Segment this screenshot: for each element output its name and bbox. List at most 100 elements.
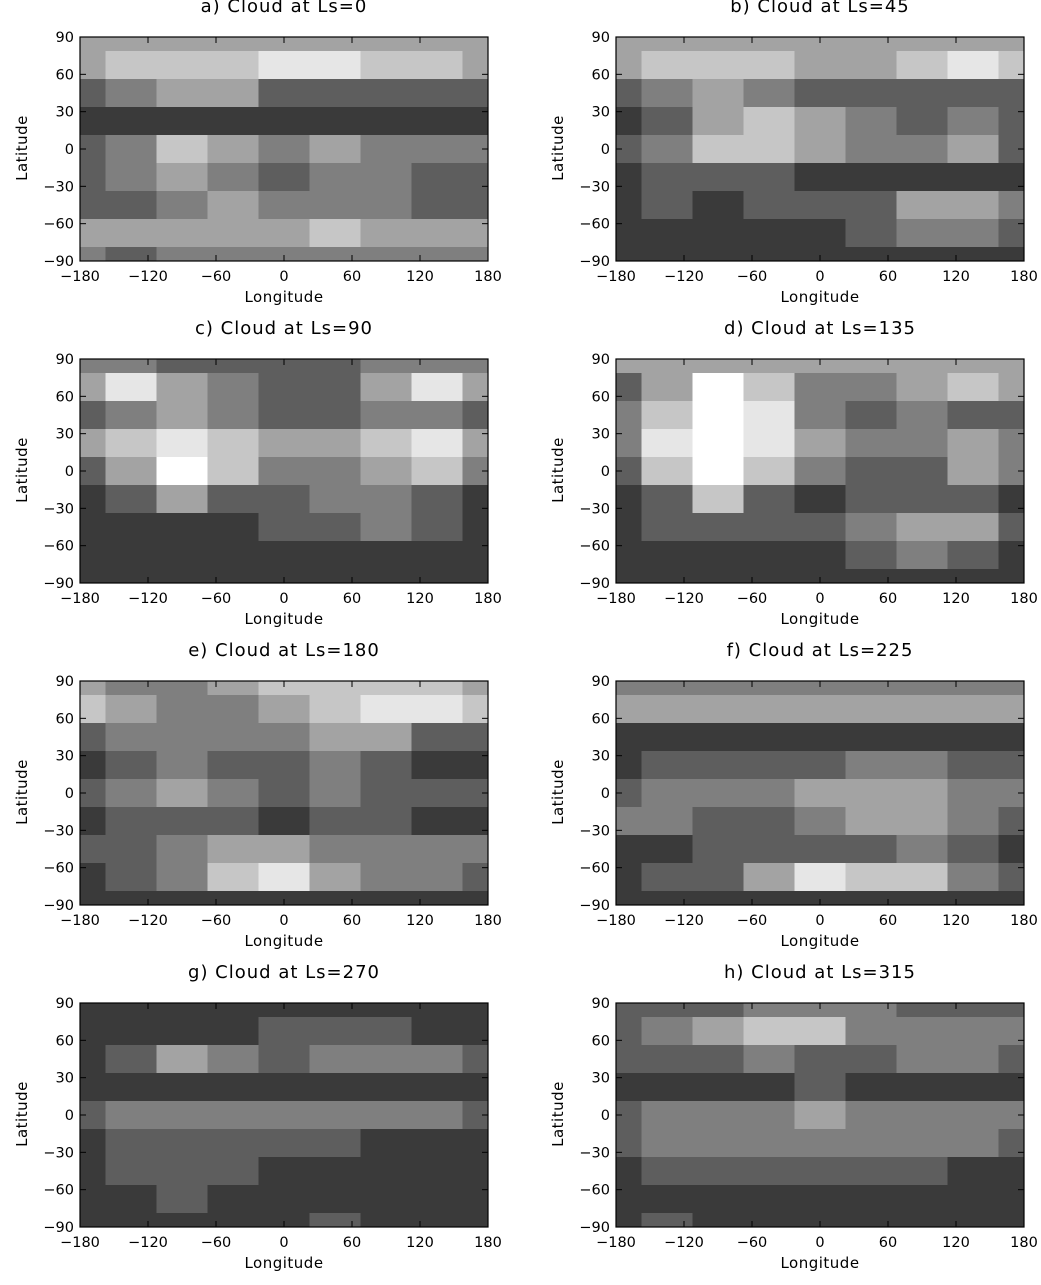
x-tick-label: 0: [279, 913, 288, 929]
heatmap-cell: [360, 541, 412, 570]
heatmap-cell: [80, 163, 106, 192]
heatmap-cell: [641, 37, 693, 52]
heatmap-cell: [309, 835, 361, 864]
heatmap-cell: [947, 807, 999, 836]
heatmap-cell: [156, 359, 208, 374]
heatmap-cell: [743, 807, 795, 836]
heatmap-cell: [641, 247, 693, 262]
heatmap-cell: [896, 429, 948, 458]
heatmap-cell: [641, 779, 693, 808]
heatmap-cell: [845, 695, 897, 724]
heatmap-cell: [743, 191, 795, 220]
heatmap-cell: [80, 79, 106, 108]
heatmap-cell: [156, 51, 208, 80]
y-axis-label: Latitude: [549, 759, 567, 825]
chart-panel: h) Cloud at Ls=315 −180 −120 −60 0 60 120 180 90…: [536, 962, 1041, 1285]
heatmap-cell: [207, 373, 259, 402]
heatmap-cell: [156, 1101, 208, 1130]
heatmap-cell: [411, 429, 463, 458]
heatmap-cell: [692, 191, 744, 220]
heatmap-cell: [258, 485, 310, 514]
heatmap-cell: [411, 37, 463, 52]
heatmap-cell: [692, 1185, 744, 1214]
heatmap-cell: [462, 1045, 489, 1074]
heatmap-cell: [360, 37, 412, 52]
x-tick-label: −120: [128, 269, 168, 285]
heatmap-cell: [462, 723, 489, 752]
heatmap-cell: [794, 1185, 846, 1214]
heatmap-cell: [309, 723, 361, 752]
heatmap-cell: [411, 1045, 463, 1074]
y-tick-label: 30: [56, 427, 74, 443]
heatmap-cell: [309, 191, 361, 220]
heatmap-cell: [105, 247, 157, 262]
heatmap-cell: [743, 891, 795, 906]
heatmap-cell: [411, 135, 463, 164]
heatmap-cell: [794, 807, 846, 836]
heatmap-cell: [641, 1073, 693, 1102]
heatmap-cell: [641, 51, 693, 80]
x-tick-label: 120: [942, 591, 970, 607]
heatmap-cell: [845, 723, 897, 752]
heatmap-cell: [896, 863, 948, 892]
heatmap-cell: [360, 807, 412, 836]
heatmap-cell: [794, 751, 846, 780]
heatmap-cell: [258, 107, 310, 136]
heatmap-cell: [411, 751, 463, 780]
heatmap-plot: −180 −120 −60 0 60 120 180 90 60 30 0 −30 −60 −90: [43, 352, 501, 607]
heatmap-cell: [692, 107, 744, 136]
heatmap-cell: [156, 569, 208, 584]
heatmap-cell: [896, 695, 948, 724]
heatmap-cell: [309, 863, 361, 892]
heatmap-cell: [998, 695, 1025, 724]
heatmap-cell: [998, 191, 1025, 220]
heatmap-cell: [947, 1213, 999, 1228]
heatmap-cell: [207, 1129, 259, 1158]
heatmap-cell: [80, 51, 106, 80]
heatmap-cell: [258, 1129, 310, 1158]
heatmap-cell: [692, 429, 744, 458]
heatmap-cell: [156, 79, 208, 108]
heatmap-cell: [207, 751, 259, 780]
heatmap-cell: [947, 401, 999, 430]
heatmap-cell: [105, 1073, 157, 1102]
heatmap-cell: [896, 79, 948, 108]
x-tick-label: 60: [879, 269, 897, 285]
heatmap-cell: [360, 219, 412, 248]
heatmap-cell: [743, 135, 795, 164]
heatmap-cell: [641, 681, 693, 696]
y-tick-label: −30: [579, 501, 610, 517]
y-tick-label: 0: [601, 464, 610, 480]
heatmap-cell: [360, 1157, 412, 1186]
y-tick-label: 90: [56, 996, 74, 1012]
heatmap-cell: [156, 135, 208, 164]
heatmap-cell: [616, 163, 642, 192]
heatmap-cell: [462, 513, 489, 542]
x-axis-label: Longitude: [244, 288, 324, 306]
heatmap-cell: [411, 513, 463, 542]
x-axis-label: Longitude: [780, 932, 860, 950]
heatmap-cell: [462, 485, 489, 514]
heatmap-cell: [616, 485, 642, 514]
heatmap-cell: [207, 695, 259, 724]
y-tick-label: 90: [56, 352, 74, 368]
heatmap-cell: [156, 513, 208, 542]
heatmap-cell: [896, 1017, 948, 1046]
heatmap-cell: [998, 891, 1025, 906]
heatmap-cell: [105, 779, 157, 808]
heatmap-cell: [309, 681, 361, 696]
heatmap-cell: [80, 373, 106, 402]
heatmap-cell: [998, 359, 1025, 374]
heatmap-cell: [896, 485, 948, 514]
heatmap-cell: [411, 1213, 463, 1228]
heatmap-cell: [998, 1017, 1025, 1046]
y-tick-label: 60: [592, 67, 610, 83]
heatmap-cell: [998, 163, 1025, 192]
x-tick-label: 180: [1010, 591, 1038, 607]
heatmap-cell: [845, 779, 897, 808]
heatmap-cell: [258, 1157, 310, 1186]
heatmap-cell: [845, 1017, 897, 1046]
x-tick-label: 120: [406, 591, 434, 607]
heatmap-cell: [105, 1157, 157, 1186]
y-tick-label: 90: [592, 352, 610, 368]
